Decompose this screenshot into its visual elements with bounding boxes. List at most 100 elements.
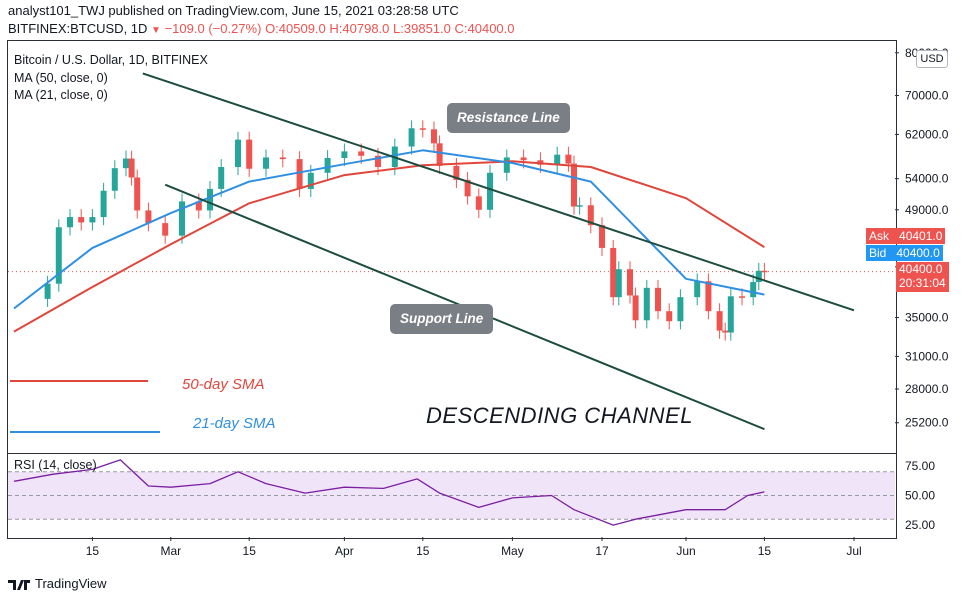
candle-body [610,247,617,298]
currency-button[interactable]: USD [916,50,948,68]
resistance-line [142,72,855,312]
legend-title: Bitcoin / U.S. Dollar, 1D, BITFINEX [14,53,208,67]
candle-body [655,287,661,312]
price-tick-label: 62000.0 [905,127,949,141]
sma50-annotation: 50-day SMA [182,376,265,393]
candle-body [307,172,314,189]
candle-body [296,159,303,189]
candle-body [246,139,253,169]
low-label: L:39851.0 [393,21,451,36]
high-label: H:40798.0 [329,21,390,36]
candle-body [716,311,723,331]
candle-body [627,269,633,296]
candle-body [128,158,135,178]
legend-ma21: MA (21, close, 0) [14,88,108,102]
candle-body [487,172,493,210]
candle-body [750,282,757,298]
candle-body [694,281,701,298]
ohlc-header: BITFINEX:BTCUSD, 1D ▼ −109.0 (−0.27%) O:… [8,21,515,36]
candle-body [576,205,583,207]
time-tick-label: Jun [676,544,695,558]
candle-body [375,155,381,168]
candle-body [761,270,768,273]
candle-body [571,163,577,207]
time-tick-label: May [501,544,524,558]
price-tick-label: 49000.0 [905,203,949,217]
tradingview-logo-icon [8,577,30,591]
rsi-line [13,459,765,526]
time-tick-label: Mar [160,544,181,558]
symbol-label: BITFINEX:BTCUSD, 1D [8,21,148,36]
candle-body [587,205,594,226]
candle-body [89,217,96,223]
ask-box: Ask 40401.0 [866,228,946,244]
candle-body [179,201,185,236]
ask-value: 40401.0 [899,229,943,243]
candle-body [44,283,51,299]
candle-body [554,154,561,165]
legend-ma50: MA (50, close, 0) [14,70,108,85]
candle-body [78,217,85,223]
time-tick-label: 15 [243,544,257,558]
open-label: O:40509.0 [265,21,326,36]
candle-body [453,165,460,180]
price-tick-label: 35000.0 [905,311,949,325]
candle-body [341,151,348,158]
candle-body [615,269,622,298]
time-tick-label: 15 [416,544,430,558]
candle-body [279,157,286,160]
candle-body [727,296,734,333]
candle-body [55,227,62,284]
footer-brand[interactable]: TradingView [35,576,107,591]
chart-legend: Bitcoin / U.S. Dollar, 1D, BITFINEX MA (… [14,52,208,105]
candle-body [195,201,202,211]
legend-rsi: RSI (14, close) [14,458,97,472]
time-tick-label: 15 [758,544,772,558]
last-price-box: 40400.0 20:31:04 [896,262,949,292]
price-tick-label: 70000.0 [905,89,949,103]
down-triangle-icon: ▼ [151,25,161,36]
candle-body [503,157,510,173]
publisher-line: analyst101_TWJ published on TradingView.… [8,3,459,18]
change-label: −109.0 (−0.27%) [164,21,262,36]
footer: TradingView [8,576,107,591]
candle-body [100,190,107,218]
rsi-tick-label: 75.00 [905,459,935,473]
candle-body [643,287,650,321]
candle-body [145,210,152,224]
candle-body [464,179,471,197]
time-tick-label: Apr [335,544,354,558]
candle-body [677,297,684,322]
price-tick-label: 25200.0 [905,416,949,430]
time-tick-label: 15 [86,544,100,558]
candle-body [739,296,745,298]
candle-body [218,167,225,189]
resistance-callout: Resistance Line [447,103,570,133]
sma21-line [13,149,765,310]
channel-annotation: DESCENDING CHANNEL [426,403,693,428]
candle-body [162,223,169,236]
close-label: C:40400.0 [454,21,515,36]
time-tick-label: 17 [595,544,609,558]
rsi-pane[interactable] [7,453,897,539]
candle-body [475,196,482,210]
rsi-tick-label: 25.00 [905,518,935,532]
candle-body [520,157,527,161]
bid-value: 40400.0 [896,246,940,260]
candle-body [358,151,365,156]
sma50-line [13,160,765,333]
price-tick-label: 28000.0 [905,382,949,396]
bid-label: Bid [869,246,887,260]
candle-body [207,188,213,211]
rsi-tick-label: 50.00 [905,489,935,503]
time-tick-label: Jul [846,544,861,558]
candle-body [67,217,73,228]
candle-body [263,157,269,169]
countdown-value: 20:31:04 [899,276,946,290]
candle-body [134,177,141,211]
last-price-value: 40400.0 [899,262,943,276]
candle-body [408,128,415,147]
candle-body [599,225,605,248]
candle-body [705,281,712,312]
